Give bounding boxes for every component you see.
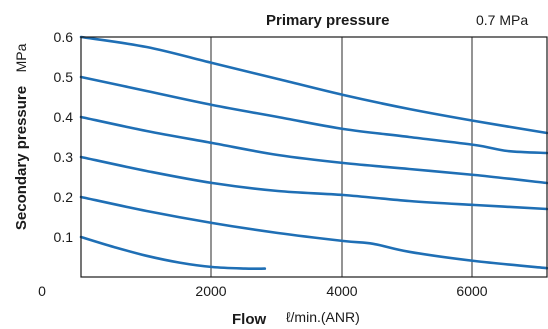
y-tick-label: 0.6 xyxy=(54,29,74,45)
series-line-6 xyxy=(81,237,265,269)
plot-frame xyxy=(81,37,547,277)
x-tick-labels: 0 2000 4000 6000 xyxy=(38,283,488,299)
y-tick-label: 0.3 xyxy=(54,149,74,165)
series-line-4 xyxy=(81,157,547,209)
x-tick-label: 2000 xyxy=(195,283,226,299)
y-tick-label: 0.4 xyxy=(54,109,74,125)
x-axis-label: Flow xyxy=(232,311,266,328)
y-tick-label: 0.5 xyxy=(54,69,74,85)
y-axis-label: Secondary pressure xyxy=(13,86,30,230)
y-tick-label: 0.2 xyxy=(54,189,74,205)
y-tick-label: 0.1 xyxy=(54,229,74,245)
x-tick-label: 6000 xyxy=(456,283,487,299)
series-line-1 xyxy=(81,37,547,133)
y-tick-labels: 0.1 0.2 0.3 0.4 0.5 0.6 xyxy=(54,29,74,245)
series-group xyxy=(81,37,547,269)
x-axis-unit: ℓ/min.(ANR) xyxy=(286,309,360,325)
chart-title: Primary pressure xyxy=(266,12,389,29)
x-tick-label: 4000 xyxy=(326,283,357,299)
x-tick-label: 0 xyxy=(38,283,46,299)
chart-title-value: 0.7 MPa xyxy=(476,12,528,28)
y-axis-unit: MPa xyxy=(13,43,29,72)
